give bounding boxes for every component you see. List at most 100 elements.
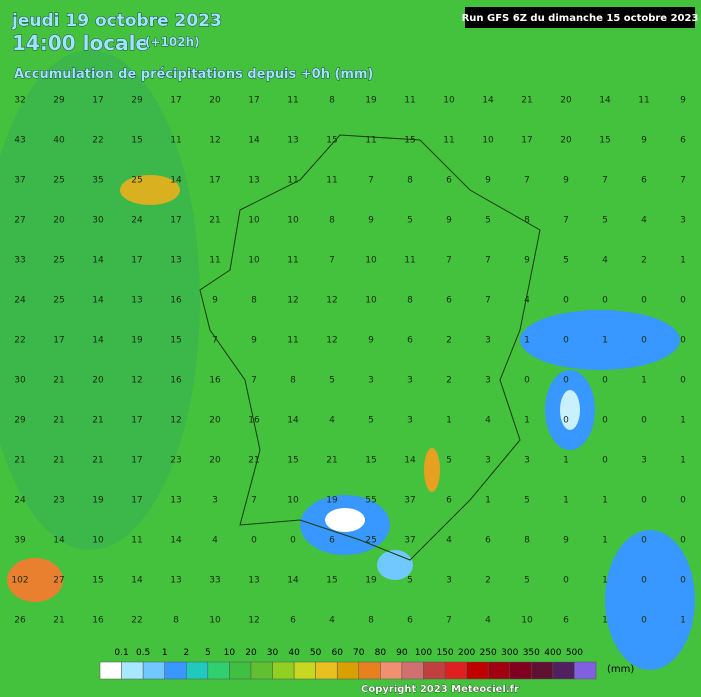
precip-value: 10 [248,216,260,226]
precip-value: 21 [209,216,220,226]
legend-label: 400 [544,648,561,658]
precip-value: 4 [524,296,530,306]
precip-value: 9 [563,176,569,186]
precip-value: 0 [602,376,608,386]
precip-value: 4 [485,416,491,426]
run-label: Run GFS 6Z du dimanche 15 octobre 2023 [462,13,699,24]
precip-value: 24 [14,296,26,306]
precip-value: 4 [485,616,491,626]
precip-value: 32 [14,96,25,106]
precip-value: 17 [170,216,181,226]
precip-value: 8 [368,616,374,626]
precip-value: 37 [404,496,415,506]
precip-value: 1 [680,256,686,266]
precip-value: 0 [563,336,569,346]
precip-value: 15 [404,136,415,146]
precip-value: 9 [485,176,491,186]
legend-label: 0.1 [114,648,128,658]
precip-value: 3 [407,376,413,386]
precip-value: 7 [680,176,686,186]
precip-value: 10 [521,616,533,626]
legend-swatch [164,661,187,680]
precip-value: 15 [92,576,103,586]
legend-swatch [466,661,489,680]
precip-value: 11 [131,536,142,546]
precip-value: 0 [641,616,647,626]
precip-value: 13 [248,176,259,186]
precip-value: 4 [641,216,647,226]
precip-value: 2 [641,256,647,266]
precip-value: 19 [131,336,143,346]
precip-value: 0 [641,576,647,586]
precip-value: 11 [170,136,181,146]
legend-label: 5 [205,648,211,658]
precip-value: 20 [53,216,65,226]
precip-value: 9 [368,336,374,346]
precip-value: 16 [170,296,182,306]
precip-value: 17 [131,416,142,426]
precip-value: 25 [53,176,64,186]
precip-value: 8 [524,536,530,546]
precip-value: 37 [14,176,25,186]
precip-value: 21 [92,416,103,426]
dry-zone [325,508,365,532]
precip-value: 9 [563,536,569,546]
precip-value: 10 [482,136,494,146]
precip-value: 12 [326,296,337,306]
legend-swatch [401,661,424,680]
precip-value: 6 [563,616,569,626]
precip-value: 0 [563,416,569,426]
precip-value: 3 [485,456,491,466]
legend-label: 80 [375,648,387,658]
precip-value: 11 [404,256,415,266]
legend-swatch [142,661,165,680]
precip-value: 2 [446,376,452,386]
precip-value: 0 [680,536,686,546]
precip-value: 17 [248,96,259,106]
precip-value: 19 [365,96,377,106]
precip-value: 5 [524,576,530,586]
precip-value: 0 [602,416,608,426]
precip-value: 9 [368,216,374,226]
precip-value: 0 [524,376,530,386]
precip-value: 11 [326,176,337,186]
legend-swatch [358,661,381,680]
precip-value: 14 [92,256,104,266]
precip-value: 0 [680,496,686,506]
legend-label: 100 [415,648,432,658]
precip-value: 5 [524,496,530,506]
legend-label: 20 [245,648,257,658]
precip-value: 13 [170,496,181,506]
precip-value: 1 [524,416,530,426]
precip-value: 10 [287,216,299,226]
precip-value: 0 [641,536,647,546]
precip-value: 10 [92,536,104,546]
precip-value: 15 [170,336,181,346]
precip-value: 27 [53,576,64,586]
precip-value: 14 [92,296,104,306]
legend-swatch [250,661,273,680]
precip-value: 19 [326,496,338,506]
legend-label: 30 [267,648,279,658]
precip-value: 22 [14,336,25,346]
legend-swatch [186,661,209,680]
precip-value: 0 [680,576,686,586]
precip-value: 14 [248,136,260,146]
precip-value: 13 [131,296,142,306]
precip-value: 4 [212,536,218,546]
precip-value: 0 [680,376,686,386]
precip-value: 2 [446,336,452,346]
precip-value: 30 [14,376,26,386]
precip-value: 21 [53,376,64,386]
precip-value: 24 [14,496,26,506]
precip-value: 8 [173,616,179,626]
precip-value: 1 [563,496,569,506]
time: 14:00 locale [12,31,149,55]
precip-value: 12 [131,376,142,386]
legend-swatch [509,661,532,680]
precip-value: 7 [212,336,218,346]
legend-label: 350 [523,648,540,658]
precip-value: 33 [14,256,25,266]
precip-value: 10 [365,296,377,306]
precip-value: 1 [524,336,530,346]
